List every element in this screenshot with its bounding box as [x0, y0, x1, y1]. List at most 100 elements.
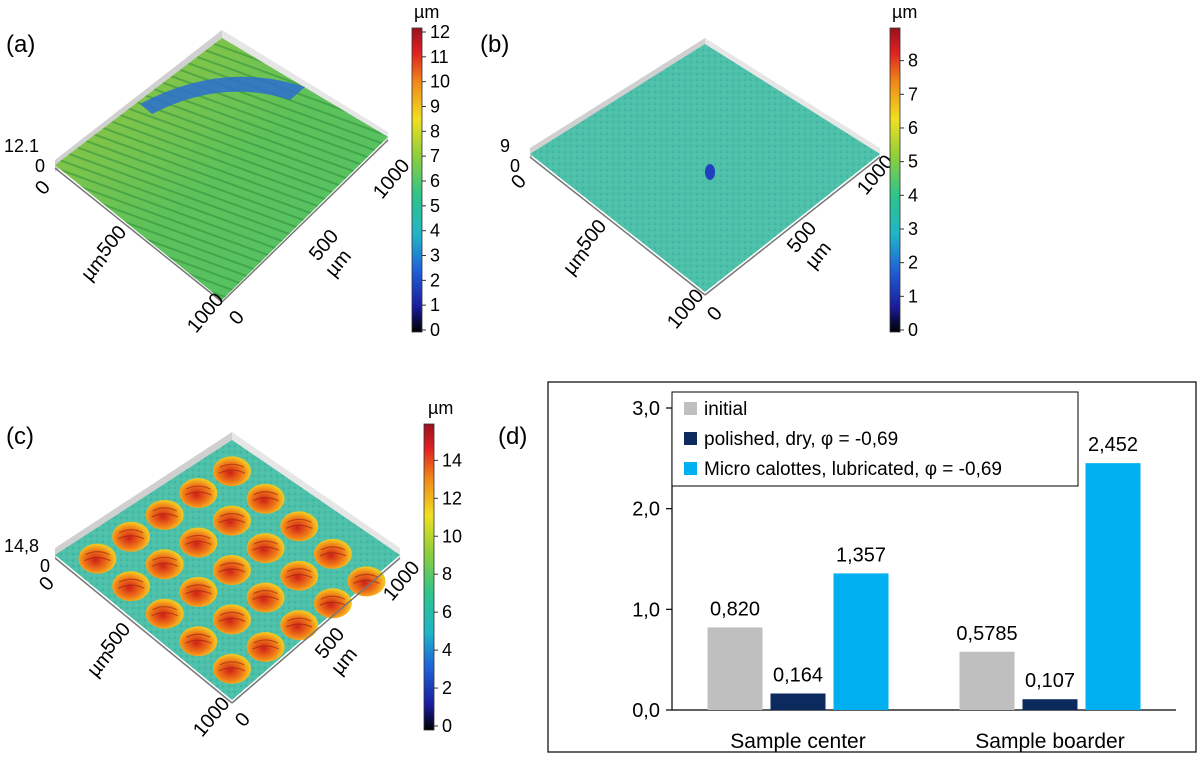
calotte [213, 604, 251, 635]
x-category-label: Sample boarder [975, 730, 1124, 753]
calotte-ridge [319, 595, 347, 606]
panel-c-calottes [78, 456, 386, 684]
calotte-ridge [286, 617, 313, 628]
panel-c-right-tick-0: 0 [231, 709, 255, 732]
colorbar-tick-label: 8 [430, 121, 440, 141]
panel-c-edge-left [54, 557, 233, 704]
panel-a-right-tick-1000: 1000 [369, 155, 414, 203]
panel-b: (b) 9 0 0 500 µm 1000 0 500 µm 1000 µm 0… [480, 2, 918, 340]
calotte [246, 631, 285, 662]
chart-frame [547, 381, 1197, 753]
y-tick-label: 1,0 [632, 599, 660, 621]
calotte-ridge [252, 589, 279, 601]
calotte-ridge [252, 540, 279, 551]
panel-c-zzero: 0 [40, 556, 50, 576]
colorbar-tick-label: 3 [908, 219, 918, 239]
calotte-ridge [218, 513, 246, 524]
calotte [145, 499, 184, 530]
colorbar-tick-label: 14 [442, 450, 462, 470]
panel-a-colorbar [411, 27, 423, 333]
calotte [213, 555, 251, 585]
colorbar-tick-label: 9 [430, 97, 440, 117]
panel-b-texture [530, 44, 880, 292]
calotte [347, 566, 386, 597]
colorbar-tick-label: 12 [442, 488, 462, 508]
legend-items: initial polished, dry, φ = -0,69 Micro cal… [684, 399, 1002, 480]
panel-c-edge-right [231, 557, 401, 704]
calotte-ridge [252, 491, 279, 502]
calotte [112, 521, 151, 552]
bar [1085, 463, 1141, 710]
legend-label: initial [704, 399, 747, 420]
calotte-ridge [185, 534, 212, 545]
colorbar-tick-label: 1 [430, 295, 440, 315]
panel-b-defect [705, 164, 715, 180]
bar-value-label: 0,5785 [956, 623, 1017, 645]
colorbar-tick-label: 4 [442, 640, 452, 660]
bar-value-label: 1,357 [836, 544, 886, 566]
panel-a-zzero: 0 [35, 156, 45, 176]
panel-d: (d) 0,01,02,03,0 0,8200,1641,3570,57850,… [498, 381, 1197, 753]
colorbar-tick-label: 2 [442, 678, 452, 698]
bar-value-label: 2,452 [1088, 434, 1138, 456]
calotte [246, 533, 285, 564]
colorbar-tick-label: 4 [430, 221, 440, 241]
calotte [280, 610, 319, 641]
calotte [179, 576, 218, 607]
panel-a-label: (a) [6, 31, 35, 58]
colorbar-tick-label: 8 [442, 564, 452, 584]
panel-a-ridges [55, 38, 388, 300]
panel-c-colorbar-ticks: 0 2 4 6 8 10 12 14 [434, 450, 462, 736]
colorbar-tick-label: 10 [430, 72, 450, 92]
calotte-ridge [218, 463, 246, 474]
panel-a-groove [140, 76, 305, 114]
calotte-ridge [218, 562, 246, 573]
legend-swatch [684, 402, 697, 415]
colorbar-tick-label: 8 [908, 51, 918, 71]
x-axis-categories: Sample center Sample boarder [730, 730, 1124, 753]
x-category-label: Sample center [730, 730, 865, 753]
colorbar-tick-label: 6 [442, 602, 452, 622]
colorbar-tick-label: 7 [430, 146, 440, 166]
y-tick-label: 2,0 [632, 499, 660, 521]
panel-b-right-tick-0: 0 [703, 303, 727, 326]
bar [1022, 699, 1078, 710]
colorbar-tick-label: 6 [430, 171, 440, 191]
panel-b-colorbar [889, 27, 901, 333]
calotte-ridge [185, 584, 212, 595]
calotte [280, 560, 319, 591]
calotte-ridge [84, 551, 111, 562]
panel-a-zmax: 12.1 [4, 136, 39, 156]
legend-swatch [684, 462, 697, 475]
panel-b-edge-right [704, 156, 881, 296]
calotte [78, 543, 117, 574]
y-tick-label: 3,0 [632, 398, 660, 420]
calotte [179, 626, 218, 657]
panel-c-colorbar [423, 423, 435, 731]
calotte [246, 582, 285, 613]
legend-label: polished, dry, φ = -0,69 [704, 429, 898, 450]
panel-c-zmax: 14,8 [4, 536, 39, 556]
panel-a-right-tick-0: 0 [225, 307, 249, 330]
panel-a-edge-right [221, 139, 389, 303]
colorbar-tick-label: 6 [908, 118, 918, 138]
panel-c-colorbar-unit: µm [428, 398, 453, 418]
calotte [145, 549, 184, 580]
calotte-ridge [218, 661, 246, 672]
legend [671, 391, 1079, 487]
panel-c: (c) 14,8 0 0 500 µm 1000 0 500 µm 1000 µ… [4, 398, 462, 741]
bar-value-label: 0,164 [773, 664, 823, 686]
legend-label: Micro calottes, lubricated, φ = -0,69 [704, 459, 1002, 480]
bar [707, 627, 763, 710]
calotte-ridge [218, 611, 246, 622]
panel-b-colorbar-ticks: 0 1 2 3 4 5 6 7 8 [900, 51, 918, 340]
bar [833, 573, 889, 710]
y-tick-label: 0,0 [632, 700, 660, 722]
calotte-ridge [151, 556, 178, 567]
colorbar-tick-label: 11 [430, 47, 449, 67]
colorbar-tick-label: 10 [442, 526, 462, 546]
calotte-ridge [353, 573, 380, 584]
panel-d-label: (d) [498, 423, 527, 450]
bar-value-label: 0,107 [1025, 670, 1075, 692]
